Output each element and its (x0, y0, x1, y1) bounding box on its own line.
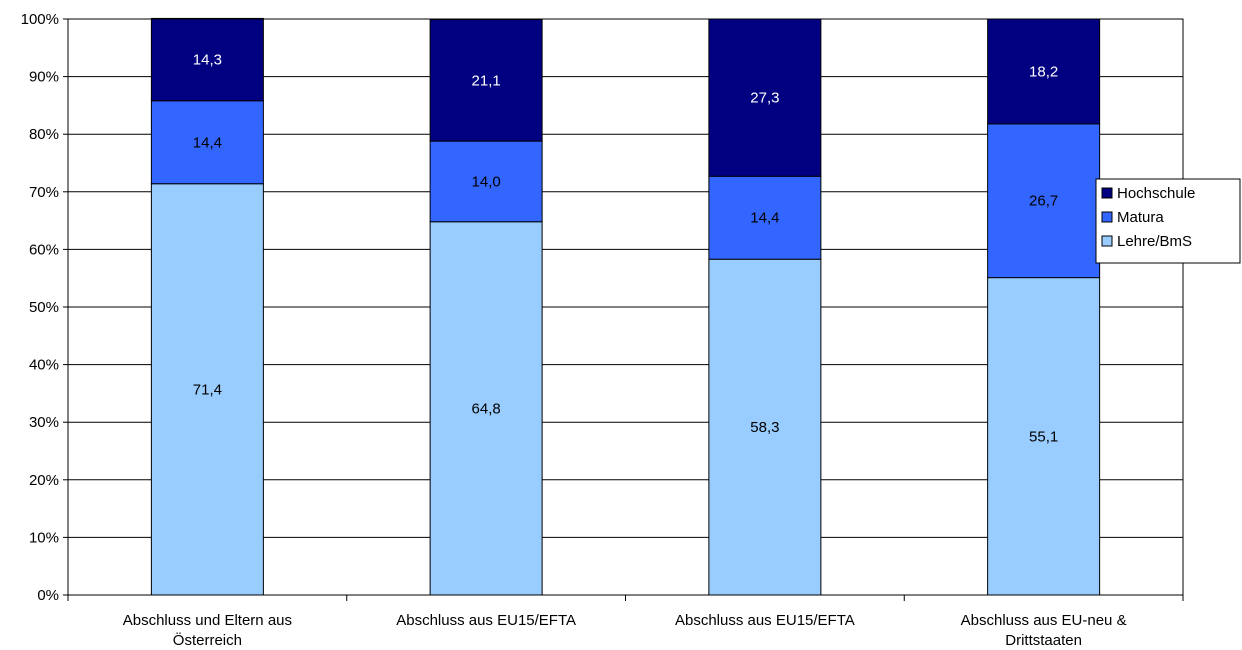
bar-segment (708, 175, 822, 260)
y-tick-label: 40% (29, 357, 59, 374)
y-tick-label: 0% (37, 587, 59, 604)
bar-segment (708, 18, 822, 177)
y-tick-labels: 0% 10% 20% 30% 40% 50% 60% 70% 80% 90% 100% (21, 11, 59, 604)
y-tick-label: 80% (29, 126, 59, 143)
data-label: 71,4 (193, 381, 222, 398)
data-label: 64,8 (472, 400, 501, 417)
legend-label: Hochschule (1117, 185, 1195, 202)
bar-segment (987, 18, 1101, 125)
data-label: 27,3 (750, 90, 779, 107)
data-label: 26,7 (1029, 193, 1058, 210)
bar-segment (987, 277, 1101, 596)
y-tick-label: 10% (29, 529, 59, 546)
data-label: 14,3 (193, 52, 222, 69)
x-category-label: Abschluss und Eltern aus (123, 612, 292, 629)
y-tick-label: 100% (21, 11, 59, 28)
bar-segment (708, 258, 822, 596)
legend-swatch (1101, 211, 1113, 223)
y-tick-label: 60% (29, 241, 59, 258)
data-label: 14,0 (472, 173, 501, 190)
data-label: 14,4 (750, 210, 779, 227)
x-category-label: Abschluss aus EU-neu & (961, 612, 1127, 629)
y-tick-label: 30% (29, 414, 59, 431)
x-category-label: Drittstaaten (1005, 632, 1082, 649)
y-tick-label: 50% (29, 299, 59, 316)
bar-segment (987, 123, 1101, 279)
x-category-labels: Abschluss und Eltern aus Österreich Abschl… (123, 612, 1127, 649)
legend-box (1095, 178, 1241, 264)
bars (150, 17, 1101, 596)
bar-segment (150, 17, 264, 102)
plot-area-border (67, 18, 1184, 596)
data-label: 55,1 (1029, 428, 1058, 445)
bar-segment (429, 140, 543, 223)
legend: Hochschule Matura Lehre/BmS (1095, 178, 1241, 264)
legend-label: Matura (1117, 209, 1164, 226)
bar-segment (429, 221, 543, 596)
y-tick-label: 70% (29, 184, 59, 201)
x-category-label: Abschluss aus EU15/EFTA (675, 612, 855, 629)
y-tick-label: 90% (29, 69, 59, 86)
data-label: 18,2 (1029, 63, 1058, 80)
legend-label: Lehre/BmS (1117, 233, 1192, 250)
data-label: 21,1 (472, 72, 501, 89)
data-labels: 71,4 14,4 14,3 64,8 14,0 21,1 58,3 14,4 27,3 55,1… (193, 52, 1058, 446)
y-tick-label: 20% (29, 472, 59, 489)
legend-swatch (1101, 235, 1113, 247)
bar-segment (150, 100, 264, 185)
data-label: 14,4 (193, 134, 222, 151)
axes (63, 18, 1184, 601)
data-label: 58,3 (750, 419, 779, 436)
bar-segment (429, 19, 543, 142)
x-category-label: Österreich (173, 631, 242, 649)
x-category-label: Abschluss aus EU15/EFTA (396, 612, 576, 629)
legend-swatch (1101, 187, 1113, 199)
